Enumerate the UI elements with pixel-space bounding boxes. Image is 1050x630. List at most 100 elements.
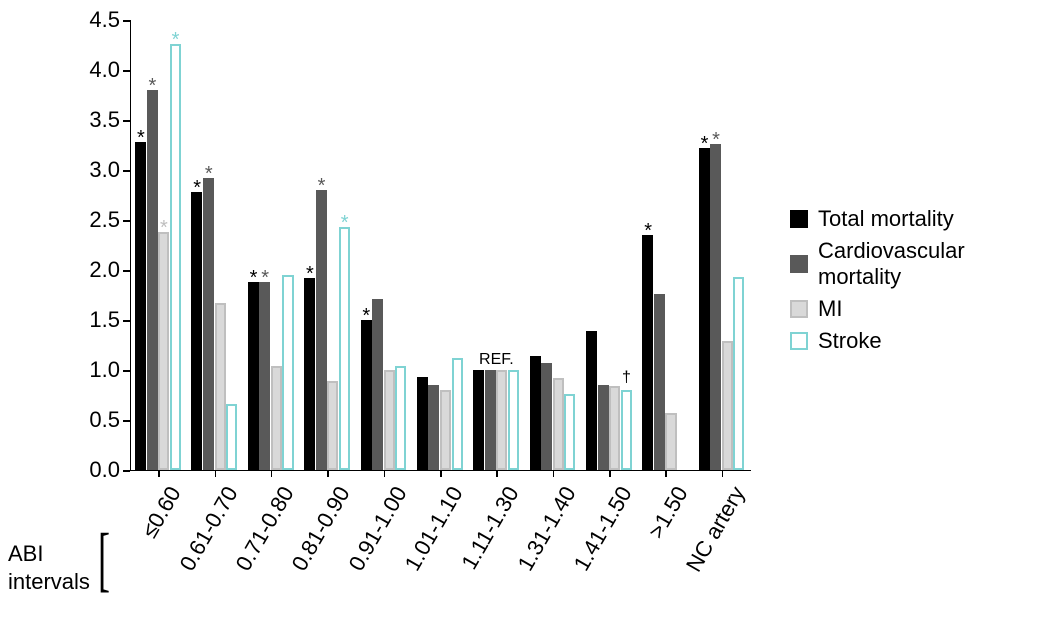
ytick-mark	[123, 470, 130, 472]
ytick-mark	[123, 120, 130, 122]
asterisk-annotation: *	[306, 264, 314, 284]
legend-item-cv-mortality: Cardiovascular mortality	[790, 238, 1050, 290]
asterisk-annotation: *	[318, 176, 326, 196]
dagger-annotation: †	[622, 370, 631, 386]
bar	[508, 370, 519, 470]
bar	[339, 227, 350, 470]
xaxis-title-line: intervals	[8, 569, 90, 594]
legend-item-total-mortality: Total mortality	[790, 206, 1050, 232]
bar	[361, 320, 372, 470]
bar	[452, 358, 463, 470]
bar	[598, 385, 609, 470]
ytick-mark	[123, 170, 130, 172]
xaxis-title-line: ABI	[8, 541, 43, 566]
xtick-label: >1.50	[644, 482, 694, 543]
ytick-label: 1.0	[80, 357, 120, 383]
ytick-mark	[123, 270, 130, 272]
bar	[530, 356, 541, 470]
xtick-mark	[609, 470, 611, 477]
bar	[372, 299, 383, 470]
bar	[259, 282, 270, 470]
ref-label: REF.	[479, 352, 514, 368]
ytick-label: 1.5	[80, 307, 120, 333]
bar	[282, 275, 293, 470]
asterisk-annotation: *	[712, 130, 720, 150]
bar	[215, 303, 226, 470]
ytick-label: 0.0	[80, 457, 120, 483]
bar	[586, 331, 597, 470]
xtick-mark	[271, 470, 273, 477]
ytick-label: 2.0	[80, 257, 120, 283]
bar	[609, 386, 620, 470]
bar	[191, 192, 202, 470]
bar	[417, 377, 428, 470]
legend-label: Stroke	[818, 328, 882, 354]
asterisk-annotation: *	[362, 306, 370, 326]
legend-label: Cardiovascular mortality	[818, 238, 1050, 290]
bar	[226, 404, 237, 470]
bar	[710, 144, 721, 470]
xtick-mark	[215, 470, 217, 477]
xtick-label: ≤0.60	[137, 482, 187, 543]
bar	[316, 190, 327, 470]
bar	[440, 390, 451, 470]
bar	[428, 385, 439, 470]
ytick-mark	[123, 320, 130, 322]
legend-swatch	[790, 210, 808, 228]
bar	[654, 294, 665, 470]
legend-label: Total mortality	[818, 206, 954, 232]
xtick-mark	[722, 470, 724, 477]
ytick-label: 4.0	[80, 57, 120, 83]
asterisk-annotation: *	[160, 218, 168, 238]
xtick-mark	[384, 470, 386, 477]
asterisk-annotation: *	[341, 213, 349, 233]
bar	[147, 90, 158, 470]
bar	[496, 370, 507, 470]
bar	[553, 378, 564, 470]
bar	[485, 370, 496, 470]
asterisk-annotation: *	[261, 268, 269, 288]
bar	[170, 44, 181, 470]
asterisk-annotation: *	[193, 178, 201, 198]
chart-container: 0.0 0.5 1.0 1.5 2.0 2.5 3.0 3.5 4.0 4.5 …	[0, 0, 1050, 630]
legend: Total mortality Cardiovascular mortality…	[790, 200, 1050, 360]
legend-swatch	[790, 255, 808, 273]
ytick-mark	[123, 70, 130, 72]
legend-item-stroke: Stroke	[790, 328, 1050, 354]
ytick-label: 2.5	[80, 207, 120, 233]
bar	[158, 232, 169, 470]
asterisk-annotation: *	[701, 134, 709, 154]
xtick-mark	[158, 470, 160, 477]
xtick-mark	[665, 470, 667, 477]
bar	[564, 394, 575, 470]
legend-label: MI	[818, 296, 842, 322]
ytick-mark	[123, 420, 130, 422]
bar	[135, 142, 146, 470]
bar	[699, 148, 710, 470]
legend-item-mi: MI	[790, 296, 1050, 322]
xtick-mark	[496, 470, 498, 477]
bar	[384, 370, 395, 470]
ytick-label: 4.5	[80, 7, 120, 33]
asterisk-annotation: *	[205, 164, 213, 184]
xaxis-title: ABI intervals	[8, 540, 90, 595]
ytick-mark	[123, 20, 130, 22]
bar	[722, 341, 733, 470]
xtick-mark	[553, 470, 555, 477]
asterisk-annotation: *	[137, 128, 145, 148]
ytick-label: 3.5	[80, 107, 120, 133]
bar	[473, 370, 484, 470]
bar	[271, 366, 282, 470]
bar	[621, 390, 632, 470]
asterisk-annotation: *	[250, 268, 258, 288]
ytick-mark	[123, 370, 130, 372]
ytick-label: 0.5	[80, 407, 120, 433]
ytick-mark	[123, 220, 130, 222]
bar	[203, 178, 214, 470]
bracket-icon: [	[98, 518, 110, 601]
bar	[304, 278, 315, 470]
legend-swatch	[790, 300, 808, 318]
bar	[642, 235, 653, 470]
ytick-label: 3.0	[80, 157, 120, 183]
xtick-mark	[327, 470, 329, 477]
